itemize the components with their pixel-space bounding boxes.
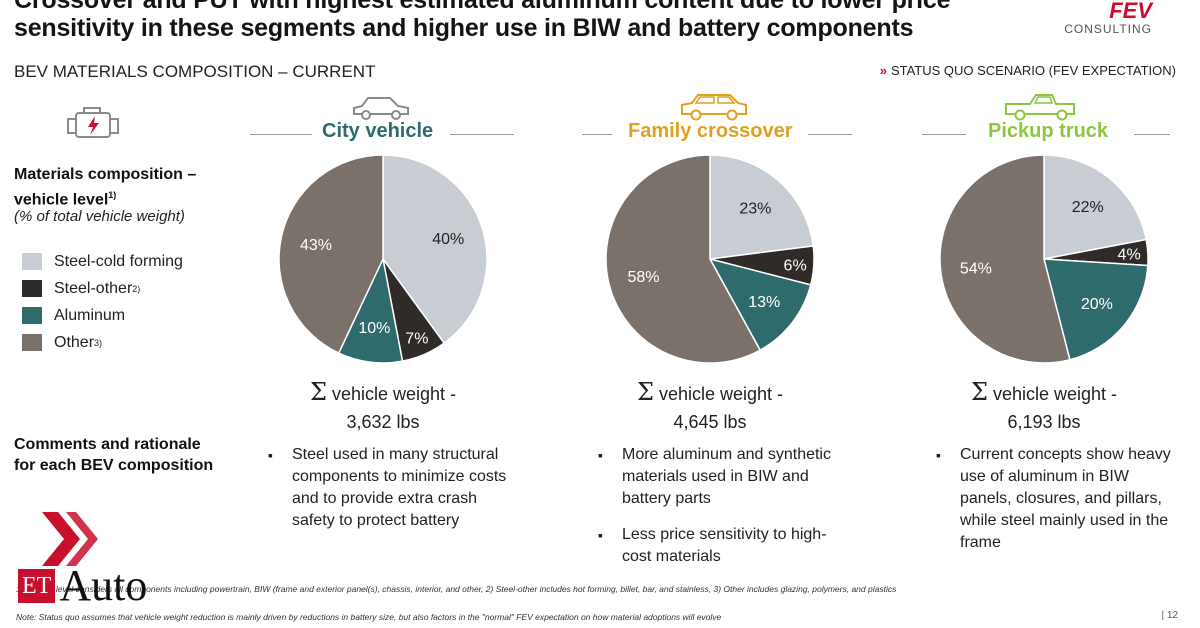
pie-chart-family-crossover: 23% 6% 13% 58% xyxy=(605,154,815,364)
page-number: | 12 xyxy=(1161,610,1179,621)
divider xyxy=(1134,134,1170,135)
pie-slice xyxy=(278,154,384,355)
legend-sup: 3) xyxy=(94,337,103,348)
column-header: City vehicle xyxy=(250,118,514,152)
et-auto-watermark: ET Auto xyxy=(18,561,148,610)
legend-swatch xyxy=(22,280,42,297)
engine-icon xyxy=(67,107,119,138)
comment-bullet: More aluminum and synthetic materials us… xyxy=(592,444,842,510)
comment-bullet: Less price sensitivity to high-cost mate… xyxy=(592,524,842,568)
et-auto-text: Auto xyxy=(59,561,148,610)
column-header: Family crossover xyxy=(582,118,852,152)
legend-swatch xyxy=(22,334,42,351)
pie-value-label: 7% xyxy=(405,330,428,347)
vehicle-weight: Σ vehicle weight - 4,645 lbs xyxy=(580,378,840,436)
page-title-line-2: sensitivity in these segments and higher… xyxy=(14,14,914,42)
logo-brand: FEV xyxy=(1109,0,1152,23)
city-car-icon xyxy=(353,97,409,120)
pie-chart-pickup-truck: 22% 4% 20% 54% xyxy=(939,154,1149,364)
comments-heading: Comments and rationale for each BEV comp… xyxy=(14,436,214,474)
chevron-arrows-icon xyxy=(42,512,98,566)
composition-subheading: (% of total vehicle weight) xyxy=(14,208,185,225)
legend-item: Other 3) xyxy=(22,329,183,356)
sigma-symbol: Σ xyxy=(309,378,327,406)
composition-heading-text: Materials composition – vehicle level xyxy=(14,166,197,209)
pie-value-label: 54% xyxy=(960,261,992,278)
footnote-note: Note: Status quo assumes that vehicle we… xyxy=(16,612,722,622)
weight-label: vehicle weight - xyxy=(992,384,1118,404)
section-heading: BEV MATERIALS COMPOSITION – CURRENT xyxy=(14,62,376,81)
legend-sup: 2) xyxy=(132,283,141,294)
sigma-symbol: Σ xyxy=(970,378,988,406)
weight-value: 6,193 lbs xyxy=(1007,412,1081,432)
pie-value-label: 58% xyxy=(628,269,660,286)
sigma-symbol: Σ xyxy=(636,378,654,406)
pie-slice xyxy=(939,154,1071,364)
pie-value-label: 13% xyxy=(748,294,780,311)
divider xyxy=(808,134,852,135)
weight-label: vehicle weight - xyxy=(331,384,457,404)
pie-value-label: 20% xyxy=(1081,296,1113,313)
pie-value-label: 23% xyxy=(739,201,771,218)
pie-value-label: 40% xyxy=(432,231,464,248)
weight-value: 3,632 lbs xyxy=(346,412,420,432)
vehicle-weight: Σ vehicle weight - 6,193 lbs xyxy=(914,378,1174,436)
legend-label: Aluminum xyxy=(54,306,126,324)
pie-title: Family crossover xyxy=(628,120,793,142)
divider xyxy=(450,134,514,135)
pie-value-label: 10% xyxy=(358,320,390,337)
pie-slice xyxy=(605,154,762,364)
composition-heading: Materials composition – vehicle level1) xyxy=(14,164,254,210)
pickup-truck-icon xyxy=(1005,94,1075,121)
pie-title: Pickup truck xyxy=(988,120,1109,142)
pie-slice xyxy=(1043,258,1149,361)
scenario-label: » STATUS QUO SCENARIO (FEV EXPECTATION) xyxy=(880,63,1176,78)
comment-list: Steel used in many structural components… xyxy=(262,444,512,546)
pie-value-label: 43% xyxy=(300,237,332,254)
pie-value-label: 4% xyxy=(1118,247,1141,264)
pie-value-label: 6% xyxy=(784,257,807,274)
pie-slice xyxy=(709,154,815,260)
legend-item: Steel-other 2) xyxy=(22,275,183,302)
scenario-text: STATUS QUO SCENARIO (FEV EXPECTATION) xyxy=(890,63,1176,78)
legend-item: Aluminum xyxy=(22,302,183,329)
legend-label: Other xyxy=(54,333,95,351)
legend-label: Steel-other xyxy=(54,279,133,297)
pie-slice xyxy=(1043,154,1148,260)
composition-heading-sup: 1) xyxy=(108,190,117,200)
pie-slice xyxy=(708,257,812,352)
legend: Steel-cold forming Steel-other 2) Aluminu… xyxy=(22,248,183,356)
legend-label: Steel-cold forming xyxy=(54,252,183,270)
comment-bullet: Current concepts show heavy use of alumi… xyxy=(930,444,1180,554)
et-badge-text: ET xyxy=(22,573,52,599)
comment-list: More aluminum and synthetic materials us… xyxy=(592,444,842,582)
comment-bullet: Steel used in many structural components… xyxy=(262,444,512,532)
column-header: Pickup truck xyxy=(922,118,1170,152)
logo-sub: CONSULTING xyxy=(1064,22,1152,36)
divider xyxy=(582,134,612,135)
legend-item: Steel-cold forming xyxy=(22,248,183,275)
crossover-car-icon xyxy=(681,94,747,121)
divider xyxy=(250,134,312,135)
legend-swatch xyxy=(22,307,42,324)
legend-swatch xyxy=(22,253,42,270)
pie-value-label: 22% xyxy=(1072,199,1104,216)
footnote-definitions: 1) Vehicle level considers all component… xyxy=(16,584,897,594)
divider xyxy=(922,134,966,135)
pie-slice xyxy=(382,154,488,345)
scenario-marker: » xyxy=(879,63,887,78)
page-title-line-1: Crossover and PUT with highest estimated… xyxy=(14,0,951,14)
pie-chart-city-vehicle: 40% 7% 10% 43% xyxy=(278,154,488,364)
pie-title: City vehicle xyxy=(322,120,434,142)
comment-list: Current concepts show heavy use of alumi… xyxy=(930,444,1180,568)
weight-label: vehicle weight - xyxy=(658,384,784,404)
fev-logo: FEV CONSULTING xyxy=(1064,0,1152,36)
et-badge: ET xyxy=(18,569,56,603)
weight-value: 4,645 lbs xyxy=(673,412,747,432)
vehicle-weight: Σ vehicle weight - 3,632 lbs xyxy=(253,378,513,436)
